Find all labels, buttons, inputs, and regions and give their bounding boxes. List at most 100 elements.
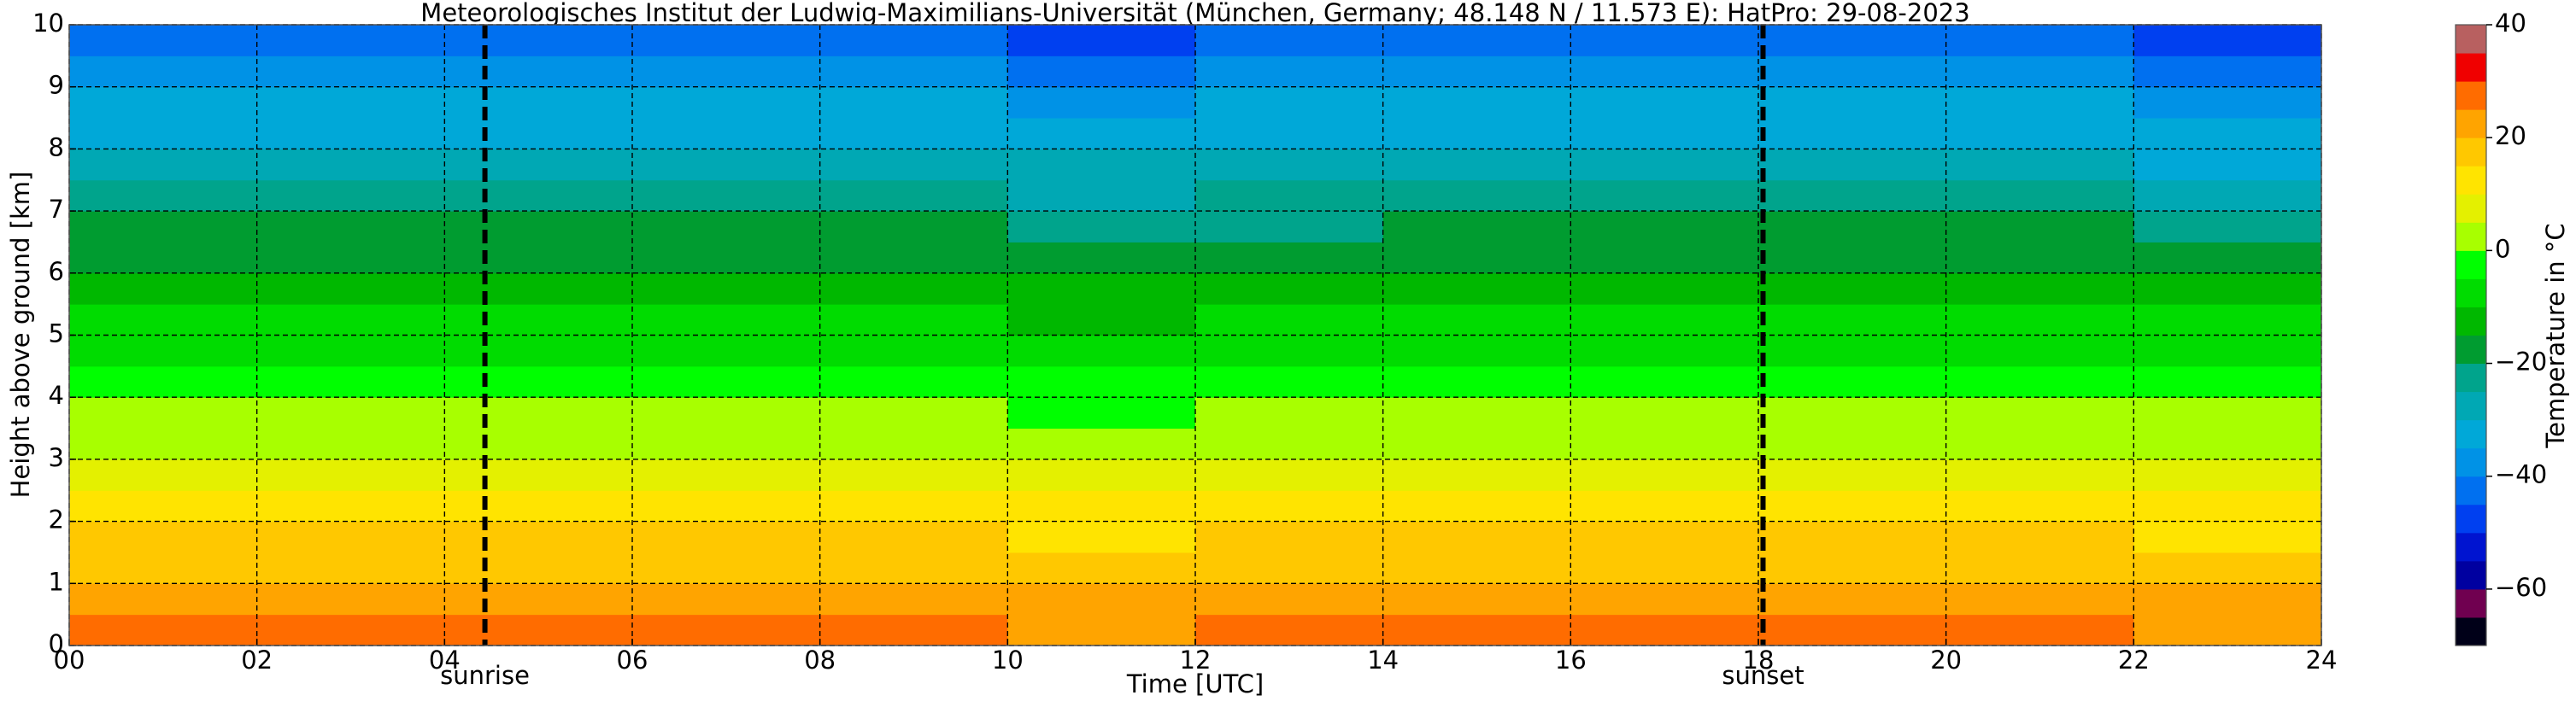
heatmap-cell bbox=[1945, 56, 2134, 88]
heatmap-cell bbox=[256, 583, 445, 616]
heatmap-cell bbox=[1382, 179, 1571, 212]
heatmap-cell bbox=[69, 552, 258, 584]
heatmap-cell bbox=[1195, 56, 1384, 88]
heatmap-cell bbox=[69, 25, 258, 56]
heatmap-cell bbox=[1758, 490, 1947, 523]
colorbar-swatch bbox=[2456, 53, 2486, 82]
heatmap-cell bbox=[1758, 211, 1947, 242]
heatmap-cell bbox=[2133, 335, 2322, 367]
heatmap-cell bbox=[632, 25, 821, 56]
x-axis-label: Time [UTC] bbox=[1126, 669, 1264, 698]
heatmap-cell bbox=[1945, 459, 2134, 491]
heatmap-cell bbox=[2133, 86, 2322, 119]
heatmap-cell bbox=[1382, 583, 1571, 616]
heatmap-cell bbox=[1007, 56, 1196, 88]
heatmap-cell bbox=[2133, 583, 2322, 616]
heatmap-cell bbox=[2133, 25, 2322, 56]
heatmap-cell bbox=[256, 25, 445, 56]
heatmap-cell bbox=[1195, 521, 1384, 553]
heatmap-cell bbox=[1945, 242, 2134, 274]
colorbar-tick-label: 20 bbox=[2495, 121, 2526, 150]
heatmap-cell bbox=[632, 86, 821, 119]
heatmap-cell bbox=[1382, 211, 1571, 242]
x-tick-label: 18 bbox=[1743, 646, 1775, 675]
x-tick-label: 08 bbox=[804, 646, 836, 675]
heatmap-cell bbox=[1758, 272, 1947, 305]
x-tick-label: 16 bbox=[1555, 646, 1587, 675]
y-tick-label: 9 bbox=[49, 71, 64, 100]
heatmap-cell bbox=[1570, 118, 1759, 149]
heatmap-cell bbox=[2133, 521, 2322, 553]
heatmap-cell bbox=[1195, 428, 1384, 460]
heatmap-cell bbox=[2133, 490, 2322, 523]
heatmap-cell bbox=[444, 272, 633, 305]
heatmap-cell bbox=[69, 86, 258, 119]
x-tick-label: 00 bbox=[54, 646, 85, 675]
heatmap-cell bbox=[1382, 25, 1571, 56]
heatmap-cell bbox=[256, 118, 445, 149]
colorbar-swatch bbox=[2456, 391, 2486, 421]
heatmap-cell bbox=[1945, 365, 2134, 398]
heatmap-cell bbox=[444, 614, 633, 646]
heatmap-cell bbox=[1195, 335, 1384, 367]
heatmap-cell bbox=[1945, 179, 2134, 212]
colorbar-swatch bbox=[2456, 476, 2486, 505]
colorbar-swatch bbox=[2456, 109, 2486, 138]
colorbar-swatch bbox=[2456, 447, 2486, 477]
heatmap-cell bbox=[1382, 118, 1571, 149]
heatmap-cell bbox=[444, 25, 633, 56]
x-tick-label: 20 bbox=[1930, 646, 1962, 675]
heatmap-cell bbox=[1382, 490, 1571, 523]
heatmap-cell bbox=[444, 335, 633, 367]
heatmap-cell bbox=[1570, 614, 1759, 646]
heatmap-cell bbox=[632, 365, 821, 398]
heatmap-cell bbox=[2133, 428, 2322, 460]
heatmap-cell bbox=[2133, 272, 2322, 305]
heatmap-cell bbox=[632, 397, 821, 429]
heatmap-cell bbox=[1758, 521, 1947, 553]
heatmap-cell bbox=[69, 459, 258, 491]
heatmap-cell bbox=[1007, 521, 1196, 553]
heatmap-cell bbox=[444, 118, 633, 149]
heatmap-cell bbox=[1007, 583, 1196, 616]
heatmap-cell bbox=[1382, 86, 1571, 119]
heatmap-cell bbox=[2133, 149, 2322, 181]
plot-frame bbox=[68, 24, 2322, 646]
heatmap-cell bbox=[69, 211, 258, 242]
heatmap-cell bbox=[1195, 583, 1384, 616]
heatmap-cell bbox=[1945, 272, 2134, 305]
heatmap-cell bbox=[1007, 490, 1196, 523]
heatmap-cell bbox=[1570, 365, 1759, 398]
heatmap-cell bbox=[256, 242, 445, 274]
heatmap-cell bbox=[1758, 459, 1947, 491]
heatmap-cell bbox=[69, 365, 258, 398]
heatmap-cell bbox=[819, 397, 1008, 429]
heatmap-cell bbox=[1382, 397, 1571, 429]
heatmap-cell bbox=[1570, 86, 1759, 119]
heatmap-cell bbox=[632, 583, 821, 616]
heatmap-cell bbox=[69, 272, 258, 305]
heatmap-cell bbox=[632, 490, 821, 523]
heatmap-cell bbox=[1195, 86, 1384, 119]
heatmap-cell bbox=[2133, 397, 2322, 429]
colorbar-swatch bbox=[2456, 166, 2486, 195]
heatmap-cell bbox=[1945, 335, 2134, 367]
colorbar-swatch bbox=[2456, 419, 2486, 449]
heatmap-cell bbox=[819, 365, 1008, 398]
heatmap-cell bbox=[256, 272, 445, 305]
heatmap-cell bbox=[1007, 614, 1196, 646]
heatmap-cell bbox=[819, 242, 1008, 274]
heatmap-cell bbox=[1007, 272, 1196, 305]
heatmap-cell bbox=[632, 242, 821, 274]
heatmap-cell bbox=[256, 335, 445, 367]
colorbar-tick-label: −60 bbox=[2495, 573, 2547, 602]
heatmap-cell bbox=[1945, 25, 2134, 56]
heatmap-cell bbox=[444, 459, 633, 491]
heatmap-cell bbox=[1945, 304, 2134, 336]
heatmap-cell bbox=[1758, 335, 1947, 367]
y-tick-label: 6 bbox=[49, 257, 64, 286]
heatmap-cell bbox=[819, 459, 1008, 491]
heatmap-cell bbox=[2133, 459, 2322, 491]
heatmap-cell bbox=[256, 304, 445, 336]
